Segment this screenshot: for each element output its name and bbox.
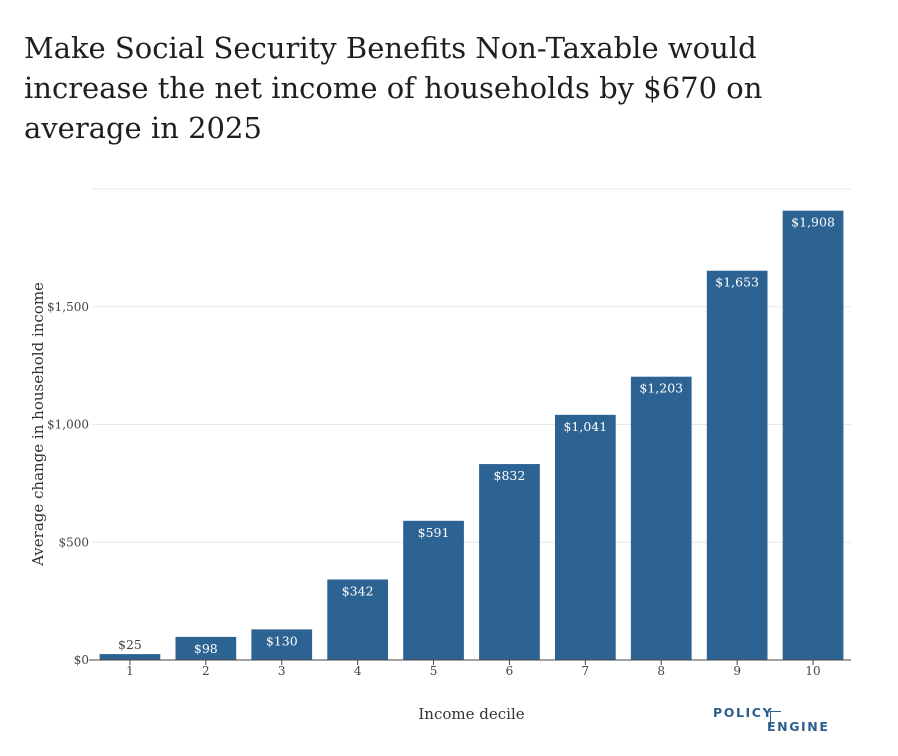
- x-tick-label: 8: [657, 664, 665, 678]
- y-tick-label: $1,000: [47, 418, 89, 432]
- x-tick-label: 7: [582, 664, 590, 678]
- logo-bracket: [770, 711, 781, 726]
- y-axis-title: Average change in household income: [29, 282, 47, 567]
- x-axis-title: Income decile: [418, 705, 524, 723]
- x-tick-label: 3: [278, 664, 286, 678]
- bar: [630, 376, 692, 660]
- bar-value-label: $130: [266, 633, 298, 648]
- y-tick-label: $0: [74, 653, 89, 667]
- bar: [251, 629, 313, 660]
- bar: [99, 654, 161, 660]
- logo-line-1: POLICY: [713, 705, 774, 720]
- bar-value-label: $98: [194, 641, 218, 656]
- chart-title: Make Social Security Benefits Non-Taxabl…: [24, 31, 763, 145]
- bar: [782, 210, 844, 660]
- bar-value-label: $591: [418, 525, 450, 540]
- bar: [327, 579, 389, 660]
- x-tick-label: 6: [506, 664, 514, 678]
- bar: [479, 464, 540, 660]
- x-tick-label: 9: [733, 664, 741, 678]
- bar: [706, 270, 768, 660]
- bar-value-label: $1,041: [563, 419, 607, 434]
- y-tick-label: $1,500: [47, 300, 89, 314]
- logo-line-2: ENGINE: [767, 719, 830, 734]
- bar-value-label: $342: [342, 583, 374, 598]
- bar-value-label: $1,908: [791, 215, 835, 230]
- policyengine-logo: POLICY ENGINE: [713, 705, 833, 735]
- bar: [175, 636, 237, 660]
- bar: [554, 414, 616, 660]
- bars: [99, 210, 844, 660]
- x-tick-label: 4: [354, 664, 362, 678]
- x-tick-label: 10: [805, 664, 820, 678]
- x-axis-ticks: 1 2 3 4 5 6 7 8 9 10: [126, 660, 821, 678]
- bar-value-label: $25: [118, 637, 142, 652]
- x-tick-label: 1: [126, 664, 134, 678]
- y-tick-label: $500: [58, 535, 89, 549]
- bar-value-label: $1,203: [639, 381, 683, 396]
- x-tick-label: 2: [202, 664, 210, 678]
- bar-value-labels: $25 $98 $130 $342 $591 $832 $1,041 $1,203 $1,653…: [118, 215, 835, 656]
- bar-value-label: $832: [494, 468, 526, 483]
- bar: [403, 520, 464, 660]
- y-axis-ticks: $0 $500 $1,000 $1,500: [47, 300, 92, 667]
- bar-value-label: $1,653: [715, 275, 759, 290]
- x-tick-label: 5: [430, 664, 438, 678]
